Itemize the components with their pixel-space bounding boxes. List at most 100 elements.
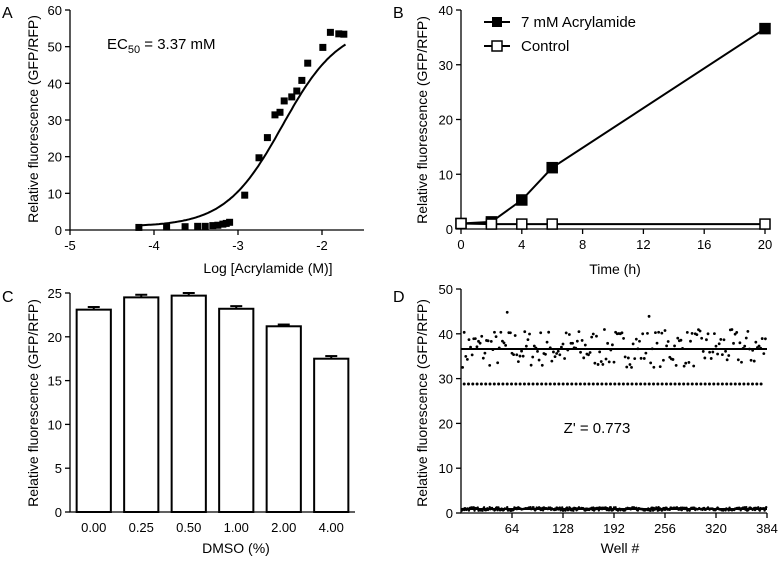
panel-d-positive-point (620, 331, 624, 335)
panel-d-positive-point (652, 365, 656, 369)
panel-d-positive-point (732, 341, 735, 345)
panel-a-data-point (163, 223, 171, 231)
panel-d-3sd-dot (703, 382, 707, 386)
panel-d-positive-point (552, 350, 555, 354)
panel-a-data-point (276, 108, 284, 116)
panel-d-positive-point (464, 354, 468, 358)
panel-a-xtick-label: -3 (232, 238, 244, 253)
panel-d-positive-point (611, 343, 614, 347)
panel-d-positive-point (590, 335, 594, 339)
panel-d-letter: D (393, 289, 405, 306)
panel-d-positive-point (595, 334, 598, 338)
panel-d-positive-point (705, 338, 708, 342)
panel-d-positive-point (520, 349, 523, 353)
panel-d-positive-point (625, 365, 629, 369)
panel-d-3sd-dot (583, 382, 587, 386)
panel-a-xtick-label: -2 (316, 238, 328, 253)
panel-d-xtick-label: 384 (756, 521, 778, 536)
panel-b: B 7 mM Acrylamide Control Time (h) Relat… (393, 3, 772, 277)
panel-d-positive-point (644, 351, 648, 355)
panel-d-positive-point (682, 364, 686, 368)
panel-d-3sd-dot (725, 382, 729, 386)
panel-d-positive-point (564, 331, 568, 335)
panel-d-3sd-dot (608, 382, 612, 386)
panel-a-data-point (280, 97, 288, 105)
panel-d-positive-point (580, 339, 584, 342)
panel-d-negative-point (532, 506, 535, 509)
panel-d-positive-point (695, 333, 699, 336)
panel-c-ytick-label: 5 (55, 461, 62, 476)
panel-d-positive-point (550, 359, 554, 363)
panel-b-point-acrylamide (546, 161, 558, 174)
panel-b-point-control (546, 218, 558, 230)
panel-d-positive-point (598, 350, 602, 354)
panel-c-xtick-label: 2.00 (271, 520, 296, 535)
panel-d-positive-point (489, 339, 493, 343)
panel-a-data-point (293, 87, 301, 95)
panel-d-positive-point (477, 339, 480, 343)
panel-c-ytick-label: 20 (48, 330, 62, 345)
panel-d-positive-point (717, 342, 721, 346)
panel-d-xtick-label: 256 (654, 521, 676, 536)
panel-b-legend: 7 mM Acrylamide Control (484, 14, 636, 55)
panel-d-positive-point (528, 332, 531, 336)
panel-a-data-point (135, 223, 143, 231)
panel-d-positive-point (684, 361, 688, 365)
panel-d-positive-point (740, 360, 743, 364)
panel-d-positive-point (720, 353, 724, 357)
panel-d-positive-point (461, 365, 464, 369)
panel-d-negative-point (763, 509, 766, 512)
panel-d-3sd-dot (669, 382, 673, 386)
panel-d-3sd-dot (639, 382, 643, 386)
panel-a: A EC50 = 3.37 mM Log [Acrylamide (M)] Re… (2, 3, 364, 276)
panel-d-positive-point (537, 358, 541, 362)
panel-b-ylabel: Relative fluorescence (GFP/RFP) (414, 16, 430, 224)
panel-b-point-control (759, 218, 771, 230)
panel-d-positive-point (663, 329, 667, 332)
panel-d-3sd-dot (733, 382, 737, 386)
panel-d-positive-point (685, 331, 689, 334)
panel-d-positive-point (716, 352, 719, 356)
panel-d-positive-point (465, 357, 469, 361)
panel-d-positive-point (714, 344, 718, 348)
panel-a-data-point (263, 134, 271, 142)
panel-d-3sd-dot (522, 382, 526, 386)
panel-d-positive-point (547, 330, 551, 334)
panel-d-positive-point (744, 336, 748, 340)
panel-d-3sd-dot (488, 382, 492, 386)
panel-a-data-point (340, 30, 348, 38)
panel-d-negative-point (481, 509, 484, 512)
panel-d-positive-point (604, 357, 608, 361)
panel-d-positive-point (470, 353, 474, 357)
panel-d-positive-point (736, 358, 740, 362)
panel-d-positive-point (639, 356, 643, 360)
panel-c-letter: C (2, 289, 14, 306)
panel-c-bar (170, 294, 207, 513)
panel-d-ytick-label: 30 (439, 372, 453, 387)
panel-d-3sd-dot (695, 382, 699, 386)
panel-d-3sd-dot (677, 382, 681, 386)
panel-d-3sd-dot (587, 382, 591, 386)
panel-d-positive-point (738, 341, 742, 345)
panel-d-negative-point (745, 505, 748, 509)
panel-d-positive-point (540, 363, 544, 367)
panel-d-positive-point (505, 310, 509, 314)
panel-d-positive-point (657, 330, 661, 334)
panel-d-3sd-dot (492, 382, 496, 386)
panel-c-xtick-label: 4.00 (319, 520, 344, 535)
panel-b-series-line (460, 27, 766, 225)
panel-d-positive-point (638, 339, 641, 343)
panel-a-data-point (209, 222, 217, 230)
panel-d-positive-point (603, 328, 606, 331)
panel-d-positive-point (518, 354, 522, 358)
panel-c-xlabel: DMSO (%) (202, 540, 270, 556)
panel-b-ytick-label: 30 (439, 58, 453, 73)
panel-d-positive-point (582, 356, 586, 360)
panel-d-positive-point (480, 334, 484, 338)
panel-d-positive-point (601, 363, 605, 366)
panel-d-positive-point (743, 344, 747, 348)
panel-d-xlabel: Well # (601, 540, 640, 556)
panel-d-positive-point (532, 344, 536, 348)
panel-d-positive-point (647, 314, 651, 318)
